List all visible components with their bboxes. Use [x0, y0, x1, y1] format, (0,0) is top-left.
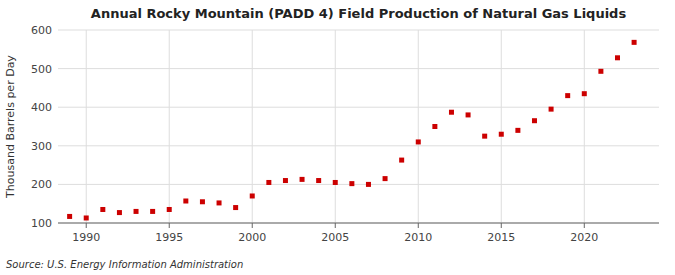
point: [134, 209, 139, 214]
grid: [58, 30, 659, 223]
point: [67, 214, 72, 219]
x-grid-line: [418, 30, 419, 223]
point: [482, 134, 487, 139]
point: [598, 69, 603, 74]
points: [67, 40, 636, 221]
y-tick-label: 100: [31, 217, 52, 230]
x-grid-line: [86, 30, 87, 223]
y-tick-label: 300: [31, 140, 52, 153]
point: [250, 193, 255, 198]
y-tick-label: 200: [31, 178, 52, 191]
x-tick-label: 2015: [487, 231, 515, 244]
point: [117, 210, 122, 215]
point: [565, 93, 570, 98]
y-grid-line: [58, 145, 659, 146]
point: [632, 40, 637, 45]
x-tick-label: 2020: [570, 231, 598, 244]
x-tick: [418, 223, 419, 228]
x-tick-label: 1990: [72, 231, 100, 244]
axes: 100 200 300 400 500 600 1990 1995 2000 2005 2010 20…: [31, 24, 659, 244]
x-tick-label: 2005: [321, 231, 349, 244]
point: [100, 207, 105, 212]
y-tick-label: 400: [31, 101, 52, 114]
point: [300, 177, 305, 182]
source-note: Source: U.S. Energy Information Administ…: [6, 259, 243, 270]
point: [399, 158, 404, 163]
y-tick-label: 500: [31, 63, 52, 76]
x-tick-label: 2010: [404, 231, 432, 244]
point: [549, 107, 554, 112]
point: [183, 198, 188, 203]
y-grid-line: [58, 184, 659, 185]
x-grid-line: [335, 30, 336, 223]
x-tick: [169, 223, 170, 228]
point: [217, 200, 222, 205]
point: [316, 178, 321, 183]
point: [499, 132, 504, 137]
y-axis-label: Thousand Barrels per Day: [4, 55, 17, 199]
point: [416, 139, 421, 144]
point: [84, 215, 89, 220]
x-tick-label: 1995: [155, 231, 183, 244]
point: [200, 199, 205, 204]
point: [349, 181, 354, 186]
y-grid-line: [58, 68, 659, 69]
point: [532, 118, 537, 123]
title: Annual Rocky Mountain (PADD 4) Field Pro…: [91, 6, 627, 21]
x-grid-line: [501, 30, 502, 223]
point: [515, 128, 520, 133]
x-tick: [252, 223, 253, 228]
point: [150, 209, 155, 214]
y-grid-line: [58, 107, 659, 108]
y-grid-line: [58, 223, 659, 224]
page: {"chart_data": {"type": "scatter", "titl…: [0, 0, 675, 275]
y-tick-label: 600: [31, 24, 52, 37]
point: [582, 91, 587, 96]
x-grid-line: [584, 30, 585, 223]
x-axis-line: [58, 223, 659, 224]
y-grid-line: [58, 30, 659, 31]
background: [0, 0, 675, 275]
x-tick: [335, 223, 336, 228]
point: [283, 178, 288, 183]
point: [233, 205, 238, 210]
point: [366, 182, 371, 187]
x-grid-line: [169, 30, 170, 223]
x-tick-label: 2000: [238, 231, 266, 244]
x-tick: [86, 223, 87, 228]
point: [449, 110, 454, 115]
point: [432, 124, 437, 129]
point: [266, 180, 271, 185]
chart-container: 100 200 300 400 500 600 1990 1995 2000 2005 2010 20…: [0, 0, 675, 275]
chart-svg: 100 200 300 400 500 600 1990 1995 2000 2005 2010 20…: [0, 0, 675, 275]
point: [615, 55, 620, 60]
x-tick: [501, 223, 502, 228]
point: [167, 207, 172, 212]
point: [333, 180, 338, 185]
point: [383, 176, 388, 181]
x-tick: [584, 223, 585, 228]
point: [466, 112, 471, 117]
